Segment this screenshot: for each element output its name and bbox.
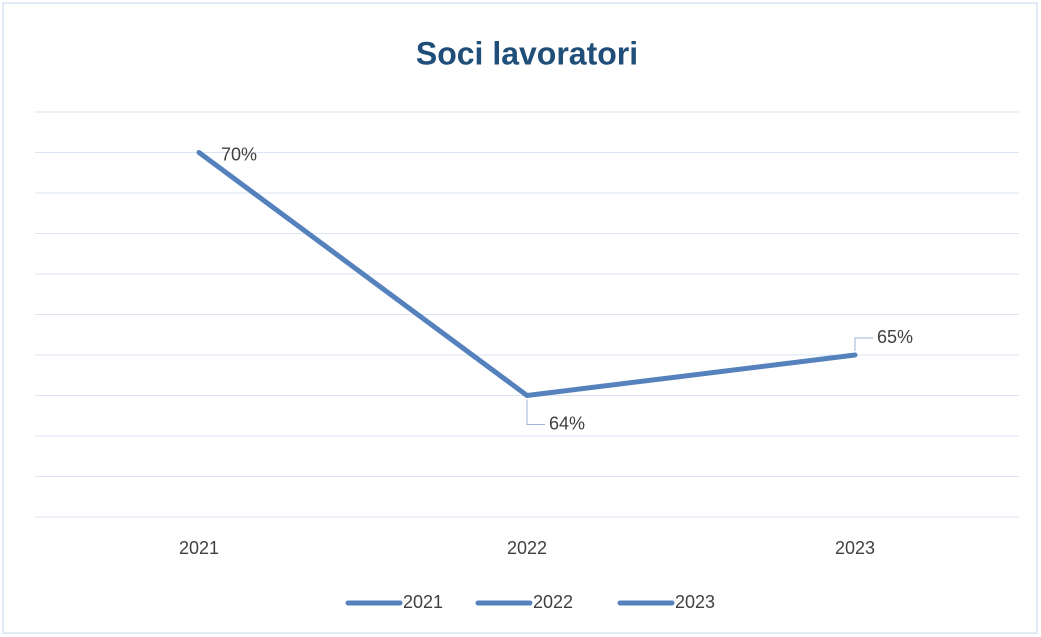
- legend-label: 2021: [403, 592, 443, 612]
- x-tick-label: 2022: [507, 538, 547, 558]
- legend-label: 2023: [675, 592, 715, 612]
- x-tick-label: 2023: [835, 538, 875, 558]
- label-leader: [854, 337, 873, 351]
- chart-title: Soci lavoratori: [416, 35, 638, 71]
- legend-label: 2022: [533, 592, 573, 612]
- x-tick-label: 2021: [179, 538, 219, 558]
- line: [196, 150, 858, 398]
- data-label: 65%: [877, 327, 913, 347]
- data-label: 64%: [549, 413, 585, 433]
- label-leader: [526, 399, 545, 425]
- data-label: 70%: [221, 144, 257, 164]
